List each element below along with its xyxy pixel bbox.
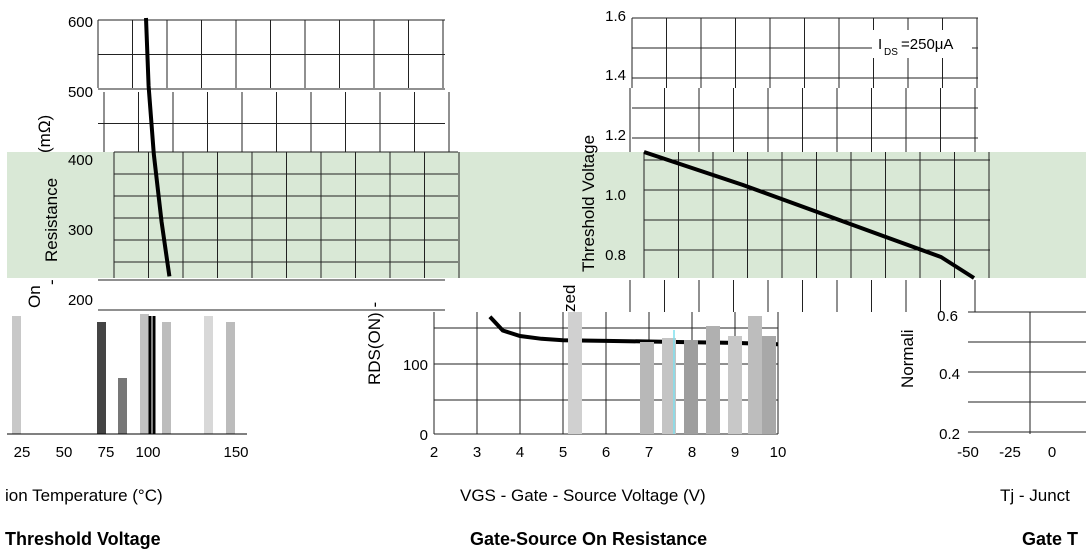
mid-x-tick-label: 8: [688, 444, 696, 461]
right-annotation: I DS =250μA: [872, 30, 972, 58]
mid-x-tick-label: 9: [731, 444, 739, 461]
mid-grid: [433, 312, 779, 435]
mid-y-tick-label: 0: [420, 427, 428, 444]
left-y-tick-label: 400: [68, 152, 93, 169]
mid-bar: [568, 312, 582, 434]
right-x-tick-label: -50: [957, 444, 979, 461]
left-x-ticks: 25 50 75 100 150: [14, 444, 249, 461]
middle-chart: 100 0 2 3 4 5 6 7 8 9 10 RDS(ON) - VGS - Gate - S…: [365, 302, 786, 549]
mid-bar: [748, 316, 762, 434]
mid-x-tick-label: 10: [770, 444, 787, 461]
mid-x-tick-label: 4: [516, 444, 524, 461]
mid-bar: [662, 338, 676, 434]
mid-x-tick-label: 7: [645, 444, 653, 461]
right-x-ticks: -50 -25 0: [957, 444, 1056, 461]
left-x-tick-label: 150: [223, 444, 248, 461]
mid-bar: [728, 336, 742, 434]
right-ylabel: Threshold Voltage: [579, 135, 598, 272]
mid-bar: [762, 336, 776, 434]
mid-x-tick-label: 3: [473, 444, 481, 461]
left-bars: [7, 312, 247, 436]
highlight-band: [7, 152, 1086, 278]
left-bar: [140, 314, 149, 434]
right-grid: [629, 17, 1086, 434]
mid-x-tick-label: 5: [559, 444, 567, 461]
left-x-tick-label: 75: [98, 444, 115, 461]
left-x-tick-label: 25: [14, 444, 31, 461]
left-ylabel-unit: (mΩ): [35, 115, 54, 153]
mid-x-tick-label: 6: [602, 444, 610, 461]
right-y-tick-label: 1.2: [605, 127, 626, 144]
left-y-ticks: 600 500 400 300 200: [68, 14, 93, 309]
right-y-tick-label: 0.2: [939, 426, 960, 443]
right-y-tick-label: 1.4: [605, 67, 626, 84]
mid-bar: [640, 342, 654, 434]
left-y-tick-label: 600: [68, 14, 93, 31]
left-chart: 600 500 400 300 200 25 50 75 100 150 On - Resist…: [5, 14, 460, 549]
right-x-tick-label: -25: [999, 444, 1021, 461]
mid-x-ticks: 2 3 4 5 6 7 8 9 10: [430, 444, 787, 461]
right-ylabel-zed: zed: [560, 285, 579, 312]
mid-ylabel: RDS(ON) -: [365, 302, 384, 385]
annot-i: I: [878, 36, 882, 53]
mid-y-ticks: 100 0: [403, 357, 428, 444]
annot-sub: DS: [884, 47, 898, 58]
left-series-line: [144, 17, 172, 277]
left-bar: [12, 316, 21, 434]
mid-x-tick-label: 2: [430, 444, 438, 461]
left-ylabel-resistance: Resistance: [42, 178, 61, 262]
left-bar: [162, 322, 171, 434]
left-x-tick-label: 100: [135, 444, 160, 461]
left-x-tick-label: 50: [56, 444, 73, 461]
left-grid: [97, 19, 460, 311]
right-y-tick-label: 0.8: [605, 247, 626, 264]
left-bar: [226, 322, 235, 434]
left-y-tick-label: 200: [68, 292, 93, 309]
annot-value: =250μA: [901, 36, 953, 53]
mid-y-tick-label: 100: [403, 357, 428, 374]
right-ylabel-normali: Normali: [898, 329, 917, 388]
left-bar: [97, 322, 106, 434]
right-chart: 1.6 1.4 1.2 1.0 0.8 0.6 0.4 0.2 -50 -25 0 Thresho…: [560, 8, 1086, 549]
mid-bar: [684, 340, 698, 434]
right-series-line: [643, 150, 976, 280]
mid-title: Gate-Source On Resistance: [470, 529, 707, 549]
left-ylabel-on: On: [25, 285, 44, 308]
right-y-tick-label: 1.6: [605, 8, 626, 25]
right-xlabel: Tj - Junct: [1000, 486, 1070, 505]
right-y-tick-label: 1.0: [605, 187, 626, 204]
left-y-tick-label: 500: [68, 84, 93, 101]
left-title: Threshold Voltage: [5, 529, 161, 549]
left-y-tick-label: 300: [68, 222, 93, 239]
right-y-tick-label: 0.4: [939, 366, 960, 383]
right-y-tick-label: 0.6: [937, 308, 958, 325]
left-xlabel: ion Temperature (°C): [5, 486, 163, 505]
left-bar: [118, 378, 127, 434]
mid-bar: [706, 326, 720, 434]
left-bar: [204, 316, 213, 434]
right-y-ticks: 1.6 1.4 1.2 1.0 0.8 0.6 0.4 0.2: [605, 8, 960, 443]
mid-bars: [568, 312, 776, 434]
mid-xlabel: VGS - Gate - Source Voltage (V): [460, 486, 706, 505]
right-title: Gate T: [1022, 529, 1078, 549]
right-x-tick-label: 0: [1048, 444, 1056, 461]
left-ylabel-dash: -: [42, 279, 61, 285]
